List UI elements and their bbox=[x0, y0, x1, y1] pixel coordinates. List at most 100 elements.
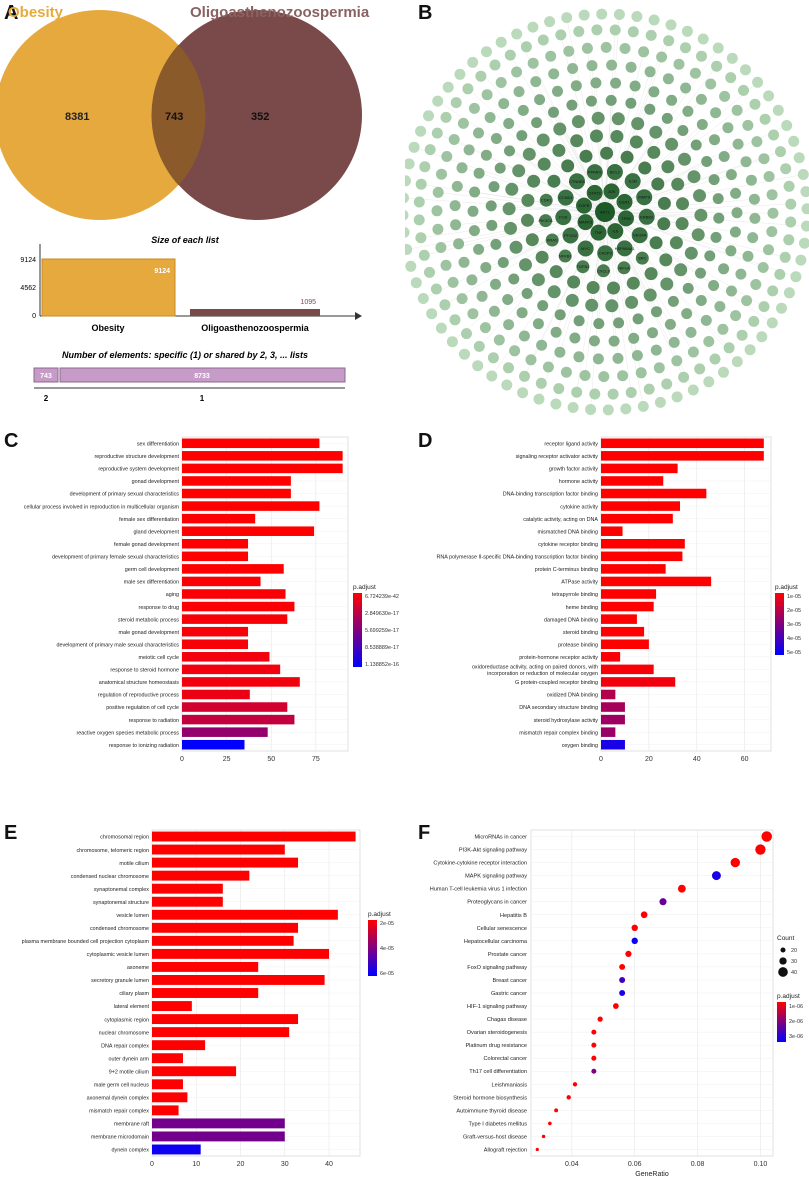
panel-label-c: C bbox=[4, 430, 19, 452]
network-node bbox=[665, 137, 679, 151]
bar bbox=[182, 589, 286, 599]
bar bbox=[182, 702, 288, 712]
category-label: steroid metabolic process bbox=[118, 617, 179, 623]
network-node bbox=[636, 189, 653, 206]
size-legend-label: 40 bbox=[791, 970, 797, 976]
category-label: chromosome, telomeric region bbox=[76, 848, 149, 854]
network-node bbox=[711, 60, 723, 72]
network-node bbox=[418, 249, 430, 261]
bar bbox=[601, 739, 625, 750]
category-label: Prostate cancer bbox=[488, 952, 527, 958]
network-node bbox=[629, 135, 643, 149]
network-node bbox=[521, 213, 534, 227]
legend-label: 1.138852e-16 bbox=[365, 662, 399, 668]
network-node bbox=[586, 281, 600, 294]
network-edge bbox=[486, 94, 606, 213]
network-edge bbox=[604, 203, 791, 213]
network-node-label: SRC bbox=[638, 256, 647, 261]
network-node bbox=[480, 149, 492, 161]
network-node bbox=[781, 120, 793, 131]
network-node bbox=[668, 336, 680, 348]
data-point bbox=[625, 950, 632, 957]
network-node bbox=[592, 353, 604, 365]
legend-label: 3e-06 bbox=[789, 1034, 803, 1040]
network-node bbox=[758, 153, 770, 165]
network-node bbox=[635, 367, 647, 379]
network-node bbox=[625, 61, 637, 73]
network-node bbox=[661, 160, 675, 174]
x-tick-label: 0 bbox=[180, 756, 184, 763]
category-label: HIF-1 signaling pathway bbox=[467, 1004, 527, 1010]
network-node bbox=[606, 59, 618, 71]
network-node bbox=[712, 193, 724, 205]
data-point bbox=[591, 1029, 597, 1035]
category-label: DNA-binding transcription factor binding bbox=[503, 492, 598, 498]
network-node bbox=[454, 68, 466, 80]
elements-shared-label: 2 bbox=[44, 394, 49, 403]
network-node bbox=[616, 240, 633, 257]
network-node-label: VEGFA bbox=[633, 233, 647, 238]
network-node bbox=[554, 309, 566, 321]
network-node bbox=[440, 111, 452, 123]
network-node bbox=[610, 77, 622, 89]
data-point bbox=[730, 857, 740, 868]
network-node bbox=[449, 200, 461, 212]
network-node bbox=[588, 335, 600, 347]
network-node bbox=[705, 78, 717, 90]
network-node bbox=[498, 98, 510, 110]
bar bbox=[152, 1053, 183, 1064]
network-node bbox=[714, 301, 726, 312]
network-node bbox=[504, 49, 516, 61]
category-label: PI3K-Akt signaling pathway bbox=[459, 848, 527, 854]
category-label: nuclear chromosome bbox=[99, 1030, 149, 1036]
bar bbox=[152, 1014, 299, 1025]
size-chart-title: Size of each list bbox=[151, 235, 220, 245]
size-legend-label: 20 bbox=[791, 948, 797, 954]
network-edge bbox=[604, 211, 642, 373]
network-edge bbox=[604, 14, 620, 213]
network-node bbox=[476, 290, 488, 302]
network-node bbox=[638, 161, 652, 175]
network-node bbox=[717, 323, 729, 335]
network-node bbox=[518, 330, 530, 342]
network-node bbox=[504, 145, 515, 157]
bar bbox=[601, 538, 685, 549]
network-node bbox=[767, 285, 779, 297]
bar bbox=[152, 883, 223, 894]
category-label: heme binding bbox=[566, 605, 598, 611]
network-node bbox=[631, 11, 643, 22]
network-node bbox=[649, 125, 663, 139]
network-node bbox=[424, 266, 435, 278]
network-node bbox=[589, 388, 601, 400]
network-node bbox=[612, 352, 624, 364]
network-node bbox=[537, 34, 549, 46]
network-node bbox=[521, 288, 533, 299]
category-label: oxidoreductase activity, acting on paire… bbox=[472, 665, 598, 678]
network-node bbox=[654, 396, 666, 408]
size-tick: 9124 bbox=[20, 257, 36, 264]
network-node bbox=[415, 125, 427, 137]
bar bbox=[601, 438, 764, 449]
category-label: plasma membrane bounded cell projection … bbox=[22, 939, 150, 945]
network-node bbox=[682, 282, 694, 294]
network-node bbox=[472, 360, 484, 372]
network-node bbox=[495, 36, 507, 48]
network-node bbox=[696, 119, 708, 130]
category-label: 9+2 motile cilium bbox=[109, 1069, 150, 1075]
network-node-label: TNF bbox=[595, 230, 603, 235]
network-node bbox=[694, 363, 706, 375]
legend-title: p.adjust bbox=[775, 584, 798, 591]
network-node bbox=[430, 283, 442, 295]
category-label: cytokine receptor binding bbox=[538, 542, 598, 548]
bar bbox=[152, 988, 259, 998]
network-node bbox=[730, 187, 742, 199]
network-node bbox=[644, 267, 658, 281]
legend-colorbar bbox=[368, 920, 377, 976]
network-node bbox=[785, 198, 797, 210]
category-label: Cellular senescence bbox=[477, 926, 527, 932]
category-label: catalytic activity, acting on DNA bbox=[523, 517, 598, 523]
network-node bbox=[793, 152, 805, 164]
bar bbox=[182, 451, 343, 461]
network-node bbox=[442, 81, 454, 93]
category-label: synaptonemal complex bbox=[94, 887, 149, 893]
